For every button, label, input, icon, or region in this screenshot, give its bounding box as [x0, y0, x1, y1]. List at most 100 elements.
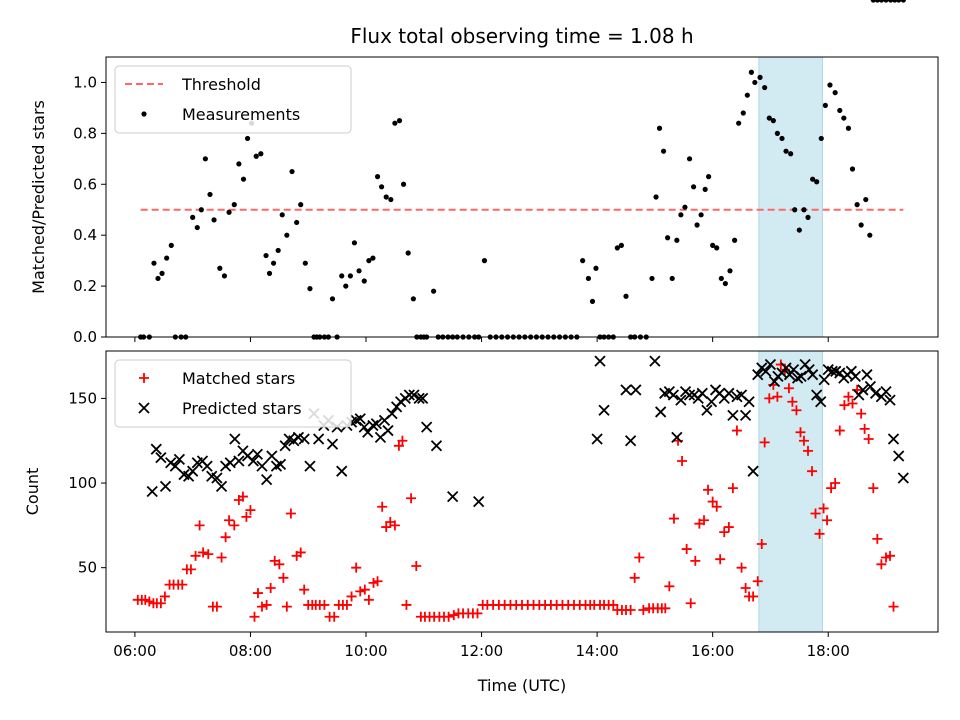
matched-point: [736, 562, 747, 573]
measurement-point: [343, 283, 349, 289]
measurement-point: [827, 82, 833, 88]
predicted-point: [251, 448, 264, 460]
measurement-point: [366, 258, 372, 264]
x-tick-label: 10:00: [344, 642, 387, 660]
legend-threshold-label: Threshold: [181, 75, 261, 94]
measurement-point: [841, 115, 847, 121]
predicted-point: [675, 394, 687, 406]
measurement-point: [748, 69, 754, 75]
matched-point: [194, 520, 205, 531]
predicted-point: [304, 460, 316, 472]
matched-point: [775, 359, 786, 370]
predicted-point: [274, 458, 287, 471]
matched-point: [401, 599, 412, 610]
measurement-point: [845, 125, 852, 131]
matched-point: [703, 484, 714, 495]
measurement-point: [190, 214, 196, 220]
predicted-point: [187, 465, 199, 477]
matched-point: [220, 532, 231, 543]
matched-point: [393, 440, 404, 451]
matched-point: [252, 588, 263, 599]
measurement-point: [307, 286, 313, 292]
measurement-point: [714, 245, 720, 251]
measurement-point: [870, 0, 876, 3]
x-tick-label: 12:00: [460, 642, 503, 660]
plot-frame: [105, 56, 939, 338]
matched-point: [822, 515, 833, 526]
measurement-point: [698, 212, 704, 218]
measurement-point: [810, 176, 816, 182]
matched-point: [299, 584, 310, 595]
predicted-point: [815, 396, 827, 408]
matched-point: [843, 391, 854, 402]
matched-point: [711, 501, 722, 512]
predicted-point: [764, 358, 777, 371]
predicted-point: [795, 370, 807, 383]
predicted-point: [421, 421, 433, 433]
matched-point: [634, 552, 645, 563]
predicted-point: [880, 385, 892, 398]
predicted-point: [146, 485, 158, 498]
legend-box: [114, 65, 352, 134]
matched-point: [472, 608, 483, 619]
predicted-point: [370, 418, 383, 430]
measurement-point: [226, 209, 232, 215]
measurement-point: [722, 280, 728, 287]
matched-point: [355, 586, 366, 597]
matched-point: [798, 435, 809, 446]
predicted-point: [630, 384, 642, 396]
predicted-point: [447, 490, 459, 503]
y-tick-label: 0.2: [73, 277, 97, 295]
measurement-point: [244, 135, 251, 142]
measurement-point: [849, 166, 856, 172]
matched-point: [868, 483, 879, 494]
measurement-point: [240, 176, 247, 182]
matched-point: [229, 520, 240, 531]
predicted-point: [861, 369, 873, 381]
measurement-point: [481, 258, 488, 264]
matched-point: [216, 552, 227, 563]
legend-measurements-label: Measurements: [182, 105, 300, 124]
measurement-point: [221, 273, 228, 279]
measurement-point: [783, 148, 789, 154]
measurement-point: [814, 179, 820, 185]
matched-point: [224, 515, 235, 526]
predicted-point: [893, 450, 905, 462]
matched-point: [664, 581, 675, 592]
matched-point: [839, 400, 850, 411]
predicted-point: [155, 452, 167, 464]
measurement-point: [822, 102, 828, 108]
measurement-point: [284, 232, 290, 238]
measurement-point: [665, 235, 671, 241]
predicted-point: [386, 407, 398, 420]
measurement-point: [302, 260, 308, 266]
measurement-point: [702, 186, 708, 192]
measurement-point: [207, 191, 213, 198]
matched-point: [341, 599, 352, 610]
predicted-point: [739, 409, 752, 421]
predicted-point: [266, 450, 278, 462]
y-axis-label: Matched/Predicted stars: [29, 100, 48, 294]
x-tick-label: 16:00: [691, 642, 734, 660]
measurement-point: [400, 181, 407, 187]
count-panel: 50 100 150 06:00 08:00 10:00 12:00 14:00 16:00 18…: [23, 351, 939, 660]
predicted-point: [857, 384, 869, 396]
predicted-point: [803, 363, 815, 376]
measurement-point: [329, 296, 336, 302]
matched-point: [660, 603, 671, 614]
matched-point: [814, 528, 825, 539]
predicted-point: [159, 480, 172, 493]
matched-point: [715, 554, 726, 565]
matched-point: [159, 591, 170, 602]
matched-point: [699, 515, 709, 526]
measurement-point: [263, 252, 269, 259]
measurement-point: [883, 0, 889, 3]
y-tick-label: 100: [68, 474, 97, 492]
predicted-point: [624, 435, 637, 447]
x-axis-label: Time (UTC): [477, 676, 566, 695]
legend-predicted-label: Predicted stars: [182, 399, 302, 418]
matched-point: [177, 579, 188, 590]
measurement-point: [593, 265, 599, 271]
matched-point: [818, 503, 829, 514]
matched-point: [448, 610, 459, 621]
